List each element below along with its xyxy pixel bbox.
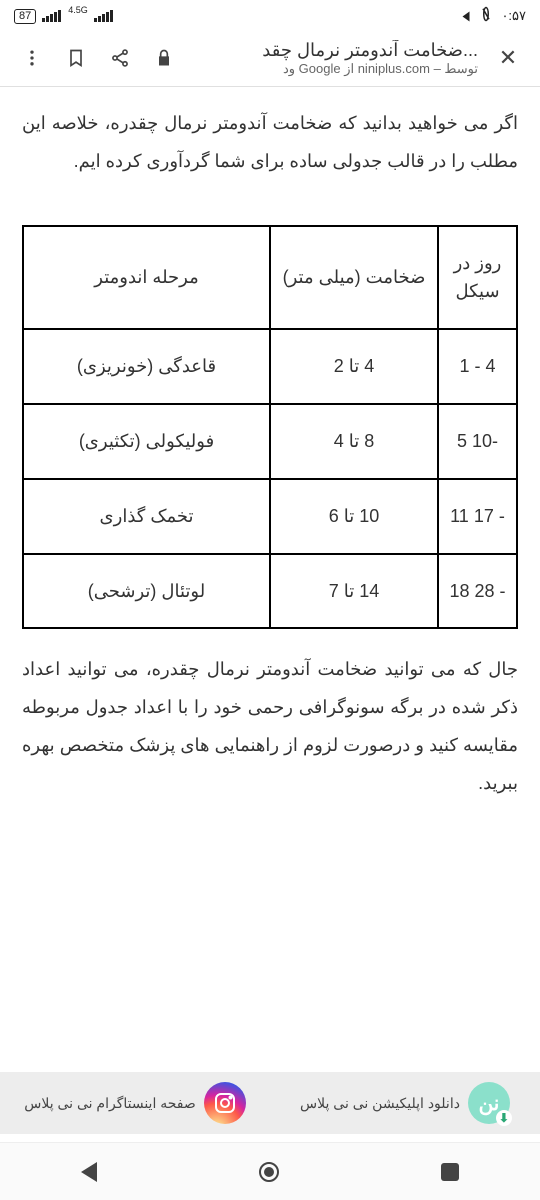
promo-instagram-label: صفحه اینستاگرام نی نی پلاس: [24, 1095, 195, 1112]
cell-thickness: 10 تا 6: [270, 479, 438, 554]
app-icon: نن⬇: [468, 1082, 510, 1124]
menu-button[interactable]: [12, 38, 52, 78]
promo-app-label: دانلود اپلیکیشن نی نی پلاس: [300, 1095, 460, 1112]
vibrate-icon: [477, 5, 495, 28]
header-day: روز در سیکل: [438, 226, 517, 330]
page-subtitle: ود Google از niniplus.com – توسط: [188, 61, 478, 77]
share-button[interactable]: [100, 38, 140, 78]
battery-level: 87: [14, 9, 36, 24]
cell-phase: فولیکولی (تکثیری): [23, 404, 270, 479]
status-right: ۰:۵۷: [461, 5, 526, 28]
bookmark-button[interactable]: [56, 38, 96, 78]
table-row: 4 - 1 4 تا 2 قاعدگی (خونریزی): [23, 329, 517, 404]
promo-instagram[interactable]: صفحه اینستاگرام نی نی پلاس: [0, 1072, 270, 1134]
browser-bar: ضخامت آندومتر نرمال چقد... ود Google از …: [0, 32, 540, 87]
cell-phase: تخمک گذاری: [23, 479, 270, 554]
table-header-row: روز در سیکل ضخامت (میلی متر) مرحله اندوم…: [23, 226, 517, 330]
lock-icon: [144, 38, 184, 78]
endometrium-table: روز در سیکل ضخامت (میلی متر) مرحله اندوم…: [22, 225, 518, 630]
nav-recent[interactable]: [441, 1163, 459, 1181]
nav-back[interactable]: [81, 1162, 97, 1182]
android-nav-bar: [0, 1142, 540, 1200]
cell-phase: لوتئال (ترشحی): [23, 554, 270, 629]
promo-bar: نن⬇ دانلود اپلیکیشن نی نی پلاس صفحه اینس…: [0, 1072, 540, 1134]
page-title-block: ضخامت آندومتر نرمال چقد... ود Google از …: [188, 40, 484, 77]
close-button[interactable]: ✕: [488, 38, 528, 78]
signal-icon-2: [94, 10, 113, 22]
cell-day: -10 5: [438, 404, 517, 479]
header-phase: مرحله اندومتر: [23, 226, 270, 330]
intro-paragraph: اگر می خواهید بدانید که ضخامت آندومتر نر…: [22, 105, 518, 181]
cell-thickness: 14 تا 7: [270, 554, 438, 629]
cell-phase: قاعدگی (خونریزی): [23, 329, 270, 404]
header-thickness: ضخامت (میلی متر): [270, 226, 438, 330]
page-title: ضخامت آندومتر نرمال چقد...: [188, 40, 478, 61]
clock-time: ۰:۵۷: [501, 8, 526, 24]
cell-thickness: 8 تا 4: [270, 404, 438, 479]
cell-day: 4 - 1: [438, 329, 517, 404]
page-content: اگر می خواهید بدانید که ضخامت آندومتر نر…: [0, 87, 540, 803]
cell-thickness: 4 تا 2: [270, 329, 438, 404]
table-row: - 28 18 14 تا 7 لوتئال (ترشحی): [23, 554, 517, 629]
play-icon: [463, 11, 470, 21]
outro-paragraph: جال که می توانید ضخامت آندومتر نرمال چقد…: [22, 651, 518, 802]
status-bar: 87 4.5G ۰:۵۷: [0, 0, 540, 32]
download-icon: ⬇: [496, 1110, 512, 1126]
instagram-icon: [204, 1082, 246, 1124]
nav-home[interactable]: [259, 1162, 279, 1182]
promo-app[interactable]: نن⬇ دانلود اپلیکیشن نی نی پلاس: [270, 1072, 540, 1134]
table-row: - 17 11 10 تا 6 تخمک گذاری: [23, 479, 517, 554]
table-row: -10 5 8 تا 4 فولیکولی (تکثیری): [23, 404, 517, 479]
network-label: 4.5G: [68, 5, 88, 15]
cell-day: - 17 11: [438, 479, 517, 554]
cell-day: - 28 18: [438, 554, 517, 629]
signal-icon: [42, 10, 61, 22]
status-left: 87 4.5G: [14, 9, 113, 24]
